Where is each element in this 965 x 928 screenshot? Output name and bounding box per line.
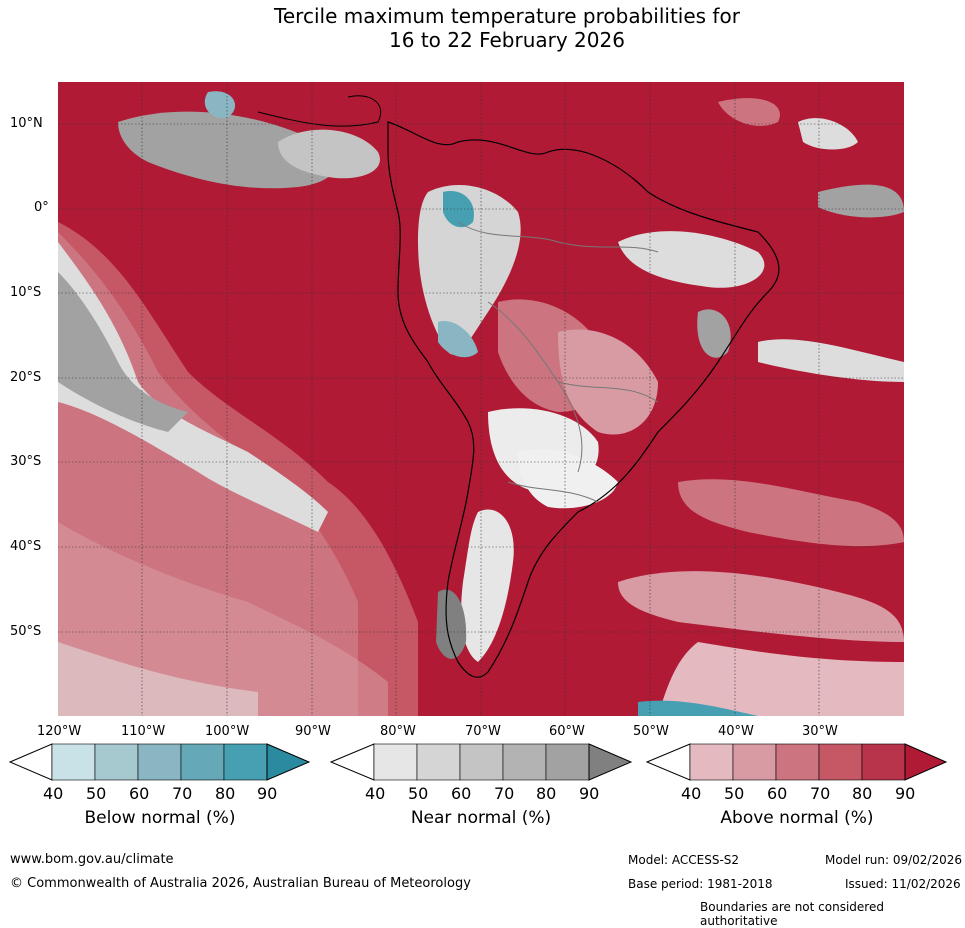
country-boundaries xyxy=(457,221,659,503)
title-line-2: 16 to 22 February 2026 xyxy=(389,28,625,52)
near-normal-brazil-north xyxy=(618,231,765,288)
above-normal-atlantic-far-south xyxy=(658,642,904,716)
colorbar-tick: 90 xyxy=(257,784,278,803)
near-normal-patagonia xyxy=(461,509,514,662)
colorbar-tick: 80 xyxy=(536,784,557,803)
colorbar-tick: 40 xyxy=(365,784,386,803)
central-america-outline xyxy=(257,95,382,127)
lon-label: 100°W xyxy=(205,724,250,739)
near-normal-argentina xyxy=(518,449,618,509)
lon-label: 30°W xyxy=(802,724,838,739)
lon-label: 70°W xyxy=(465,724,501,739)
lon-label: 60°W xyxy=(549,724,585,739)
colorbar-tick: 50 xyxy=(408,784,429,803)
boundary-disclaimer: Boundaries are not considered authoritat… xyxy=(700,900,884,928)
lat-label: 40°S xyxy=(10,539,42,554)
colorbar-tick: 70 xyxy=(494,784,515,803)
above-normal-brazil-central xyxy=(558,329,658,435)
base-period: Base period: 1981-2018 xyxy=(628,877,773,891)
above-normal-atlantic-mid xyxy=(678,479,904,547)
lat-label: 10°S xyxy=(10,285,42,300)
near-normal-brazil-east xyxy=(697,309,731,358)
copyright-text: © Commonwealth of Australia 2026, Austra… xyxy=(10,876,471,891)
graticule xyxy=(58,82,904,716)
colorbar-tick: 70 xyxy=(172,784,193,803)
near-normal-west-strong xyxy=(58,272,188,432)
lon-label: 80°W xyxy=(380,724,416,739)
model-name: Model: ACCESS-S2 xyxy=(628,853,740,867)
lat-label: 10°N xyxy=(10,116,43,131)
above-normal-50-south xyxy=(58,522,388,716)
colorbar-tick: 50 xyxy=(86,784,107,803)
below-normal-colorbar xyxy=(8,743,311,781)
near-normal-atlantic-band xyxy=(758,339,904,382)
colorbar-tick: 40 xyxy=(681,784,702,803)
colorbar-tick: 50 xyxy=(724,784,745,803)
website-link[interactable]: www.bom.gov.au/climate xyxy=(10,852,174,867)
below-normal-patch-north xyxy=(204,91,236,118)
lat-label: 0° xyxy=(34,200,49,215)
lon-label: 120°W xyxy=(37,724,82,739)
lon-label: 50°W xyxy=(633,724,669,739)
continent-outline xyxy=(387,121,780,678)
model-run: Model run: 09/02/2026 xyxy=(825,853,963,867)
below-normal-label: Below normal (%) xyxy=(84,808,236,828)
colorbar-tick: 60 xyxy=(129,784,150,803)
near-normal-tropical-atlantic xyxy=(798,118,858,150)
colorbar-tick: 80 xyxy=(215,784,236,803)
lon-label: 110°W xyxy=(121,724,166,739)
probability-map xyxy=(58,82,904,716)
near-normal-andes-north xyxy=(418,184,521,355)
near-normal-label: Near normal (%) xyxy=(410,808,552,828)
colorbar-tick: 80 xyxy=(852,784,873,803)
colorbar-tick: 60 xyxy=(451,784,472,803)
colorbar-tick: 60 xyxy=(767,784,788,803)
above-normal-label: Above normal (%) xyxy=(720,808,874,828)
near-normal-north-patch-2 xyxy=(278,129,380,179)
near-normal-chile-south xyxy=(436,589,467,659)
lon-label: 90°W xyxy=(295,724,331,739)
lat-label: 20°S xyxy=(10,370,42,385)
colorbar-tick: 70 xyxy=(810,784,831,803)
colorbar-tick: 90 xyxy=(895,784,916,803)
colorbars xyxy=(8,743,948,781)
below-normal-peru xyxy=(438,321,478,358)
lat-label: 50°S xyxy=(10,624,42,639)
above-normal-colorbar xyxy=(645,743,948,781)
issued-date: Issued: 11/02/2026 xyxy=(845,877,961,891)
lon-label: 40°W xyxy=(718,724,754,739)
map-title: Tercile maximum temperature probabilitie… xyxy=(0,4,965,52)
above-normal-atlantic-south xyxy=(618,571,904,642)
lat-label: 30°S xyxy=(10,454,42,469)
near-normal-colorbar xyxy=(329,743,633,781)
above-normal-caribbean xyxy=(718,98,780,126)
colorbar-tick: 40 xyxy=(43,784,64,803)
title-line-1: Tercile maximum temperature probabilitie… xyxy=(274,4,740,28)
below-normal-south-atlantic xyxy=(638,700,758,716)
colorbar-tick: 90 xyxy=(579,784,600,803)
